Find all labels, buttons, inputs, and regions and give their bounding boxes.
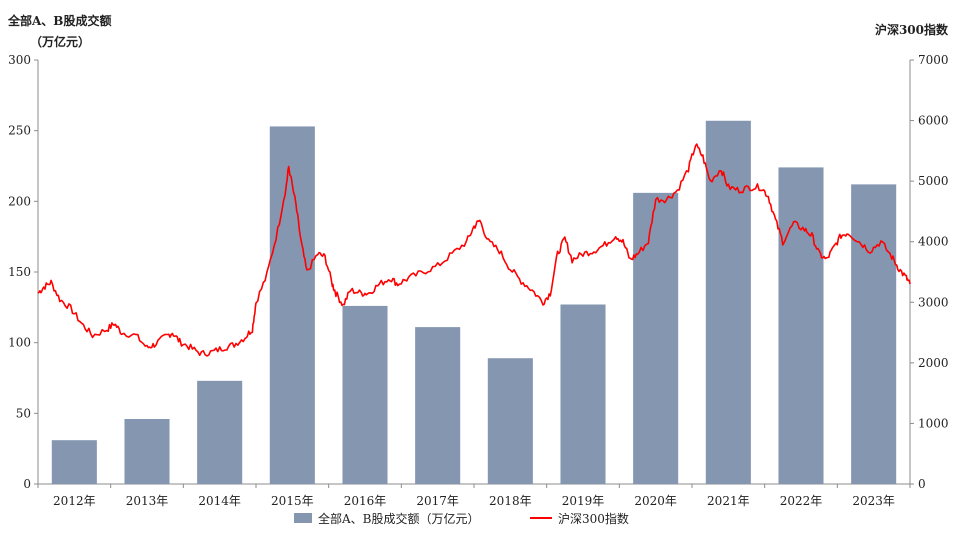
- right-tick-label: 3000: [918, 295, 949, 309]
- legend-bar-label: 全部A、B股成交额（万亿元）: [318, 511, 480, 526]
- legend-line-label: 沪深300指数: [558, 511, 629, 526]
- right-tick-label: 7000: [918, 53, 949, 67]
- left-tick-label: 250: [8, 124, 31, 138]
- index-line: [37, 143, 911, 357]
- plot-area: 0501001502002503000100020003000400050006…: [8, 53, 948, 508]
- x-tick-label: 2018年: [489, 494, 532, 508]
- left-tick-label: 50: [16, 406, 31, 420]
- right-tick-label: 1000: [918, 416, 949, 430]
- bar: [705, 120, 751, 485]
- x-tick-label: 2013年: [126, 494, 169, 508]
- left-tick-label: 300: [8, 53, 31, 67]
- left-tick-label: 200: [8, 194, 31, 208]
- bar: [124, 418, 170, 484]
- bar: [851, 184, 897, 484]
- x-tick-label: 2017年: [416, 494, 459, 508]
- x-tick-label: 2023年: [852, 494, 895, 508]
- x-tick-label: 2016年: [344, 494, 387, 508]
- right-tick-label: 5000: [918, 174, 949, 188]
- bar: [342, 305, 388, 484]
- right-tick-label: 2000: [918, 356, 949, 370]
- bar: [487, 358, 533, 484]
- bar: [197, 380, 243, 484]
- bar: [560, 304, 606, 484]
- right-tick-label: 6000: [918, 114, 949, 128]
- left-tick-label: 150: [8, 265, 31, 279]
- x-tick-label: 2020年: [634, 494, 677, 508]
- x-tick-label: 2019年: [562, 494, 605, 508]
- legend: 全部A、B股成交额（万亿元） 沪深300指数: [294, 511, 629, 526]
- bar: [633, 192, 679, 484]
- left-tick-label: 0: [23, 477, 31, 491]
- x-tick-label: 2012年: [53, 494, 96, 508]
- left-tick-label: 100: [8, 336, 31, 350]
- right-axis-title: 沪深300指数: [875, 22, 949, 37]
- left-axis-title-line2: （万亿元）: [30, 34, 90, 49]
- x-tick-label: 2015年: [271, 494, 314, 508]
- legend-bar-swatch: [294, 513, 312, 523]
- x-tick-label: 2022年: [780, 494, 823, 508]
- x-tick-label: 2021年: [707, 494, 750, 508]
- right-tick-label: 4000: [918, 235, 949, 249]
- right-tick-label: 0: [918, 477, 926, 491]
- bar: [415, 327, 461, 484]
- bar: [778, 167, 824, 484]
- x-tick-label: 2014年: [198, 494, 241, 508]
- bar: [51, 440, 97, 484]
- left-axis-title-line1: 全部A、B股成交额: [7, 13, 111, 28]
